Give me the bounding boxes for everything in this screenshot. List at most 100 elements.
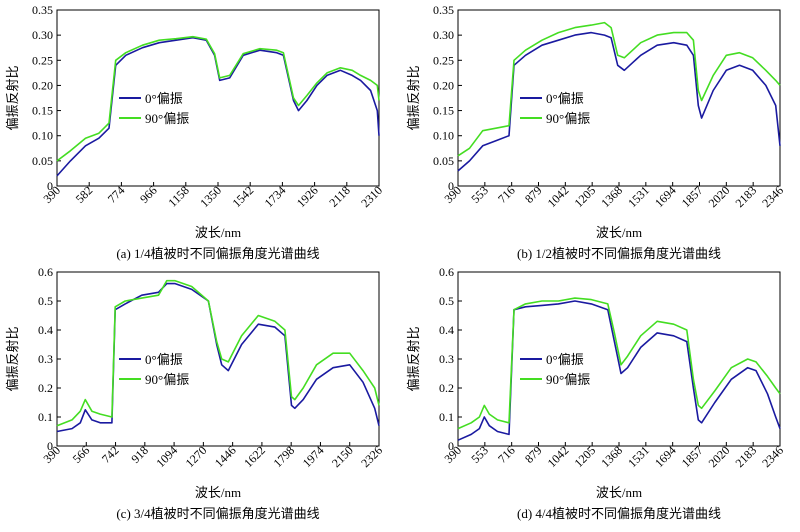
x-tick-label-b: 2183 — [732, 183, 759, 210]
x-tick-label-a: 2310 — [358, 183, 385, 210]
x-tick-label-b: 1694 — [652, 183, 679, 210]
chart-panel-b: 0 0.05 0.10 0.15 0.20 0.25 0.30 0.35 390 553 716 87… — [406, 3, 786, 261]
y-tick-label-d: 0.1 — [439, 410, 454, 424]
x-tick-label-c: 1622 — [241, 443, 268, 470]
series-line-d-0 — [457, 300, 781, 441]
y-tick-label-b: 0.05 — [433, 154, 454, 168]
series-line-b-0 — [457, 31, 781, 172]
x-tick-label-c: 918 — [128, 443, 151, 466]
y-tick-label-b: 0.15 — [433, 104, 454, 118]
series-line-c-1 — [56, 279, 380, 427]
x-tick-label-b: 1857 — [679, 183, 706, 210]
x-tick-label-d: 1531 — [625, 443, 652, 470]
x-tick-label-d: 1205 — [571, 443, 598, 470]
x-tick-label-c: 390 — [40, 443, 63, 466]
x-tick-label-c: 1270 — [183, 443, 210, 470]
x-tick-label-d: 553 — [468, 443, 491, 466]
x-tick-label-d: 390 — [441, 443, 464, 466]
caption-d: (d) 4/4植被时不同偏振角度光谱曲线 — [517, 506, 721, 521]
x-tick-label-a: 1350 — [197, 183, 224, 210]
y-tick-label-b: 0.25 — [433, 53, 454, 67]
x-tick-label-c: 566 — [70, 443, 93, 466]
x-tick-label-d: 1042 — [545, 443, 572, 470]
legend-label-c-0: 0°偏振 — [145, 352, 183, 367]
y-tick-label-b: 0.30 — [433, 28, 454, 42]
legend-label-a-1: 90°偏振 — [145, 111, 189, 126]
x-tick-label-a: 1158 — [165, 183, 192, 210]
x-axis-title-b: 波长/nm — [596, 225, 642, 240]
x-tick-label-c: 1798 — [270, 443, 297, 470]
legend-label-d-1: 90°偏振 — [546, 372, 590, 387]
x-tick-label-a: 1542 — [229, 183, 256, 210]
x-tick-label-a: 1926 — [294, 183, 321, 210]
legend-label-d-0: 0°偏振 — [546, 352, 584, 367]
x-tick-label-d: 2183 — [732, 443, 759, 470]
x-tick-label-a: 1734 — [262, 183, 289, 210]
series-line-d-1 — [457, 297, 781, 430]
x-tick-label-d: 879 — [522, 443, 545, 466]
x-tick-label-b: 553 — [468, 183, 491, 206]
x-tick-label-c: 1094 — [153, 443, 180, 470]
y-tick-label-c: 0.3 — [38, 352, 53, 366]
y-tick-label-b: 0 — [448, 179, 454, 193]
legend-label-a-0: 0°偏振 — [145, 91, 183, 106]
x-tick-label-d: 2020 — [706, 443, 733, 470]
x-axis-title-a: 波长/nm — [195, 225, 241, 240]
y-tick-label-b: 0.10 — [433, 129, 454, 143]
x-tick-label-c: 2326 — [358, 443, 385, 470]
x-tick-label-d: 2346 — [759, 443, 786, 470]
y-tick-label-c: 0 — [47, 439, 53, 453]
x-axis-title-c: 波长/nm — [195, 485, 241, 500]
x-tick-label-b: 879 — [522, 183, 545, 206]
legend-label-c-1: 90°偏振 — [145, 372, 189, 387]
x-tick-label-b: 1042 — [545, 183, 572, 210]
y-tick-label-c: 0.4 — [38, 323, 53, 337]
y-axis-title-c: 偏振反射比 — [5, 326, 20, 391]
y-tick-label-a: 0.05 — [32, 154, 53, 168]
y-tick-label-c: 0.2 — [38, 381, 53, 395]
y-tick-label-d: 0.2 — [439, 381, 454, 395]
caption-c: (c) 3/4植被时不同偏振角度光谱曲线 — [116, 506, 319, 521]
x-tick-label-d: 716 — [495, 443, 518, 466]
y-tick-label-a: 0.30 — [32, 28, 53, 42]
legend-label-b-0: 0°偏振 — [546, 91, 584, 106]
y-tick-label-a: 0 — [47, 179, 53, 193]
chart-panel-a: 0 0.05 0.10 0.15 0.20 0.25 0.30 0.35 390 582 774 96… — [5, 3, 385, 261]
plot-frame-c — [56, 271, 380, 447]
x-tick-label-d: 1694 — [652, 443, 679, 470]
y-tick-label-a: 0.25 — [32, 53, 53, 67]
y-tick-label-d: 0 — [448, 439, 454, 453]
y-axis-title-b: 偏振反射比 — [406, 65, 421, 130]
x-tick-label-a: 774 — [105, 183, 128, 206]
x-tick-label-c: 1974 — [300, 443, 327, 470]
legend-label-b-1: 90°偏振 — [546, 111, 590, 126]
y-tick-label-a: 0.35 — [32, 3, 53, 17]
y-tick-label-b: 0.20 — [433, 78, 454, 92]
caption-b: (b) 1/2植被时不同偏振角度光谱曲线 — [517, 246, 721, 261]
x-tick-label-b: 2020 — [706, 183, 733, 210]
x-tick-label-b: 1531 — [625, 183, 652, 210]
x-tick-label-a: 2118 — [326, 183, 353, 210]
x-tick-label-a: 582 — [73, 183, 96, 206]
y-tick-label-b: 0.35 — [433, 3, 454, 17]
x-tick-label-d: 1857 — [679, 443, 706, 470]
caption-a: (a) 1/4植被时不同偏振角度光谱曲线 — [116, 246, 319, 261]
x-tick-label-c: 2150 — [329, 443, 356, 470]
x-tick-label-c: 1446 — [212, 443, 239, 470]
x-axis-title-d: 波长/nm — [596, 485, 642, 500]
x-tick-label-b: 1205 — [571, 183, 598, 210]
plot-frame-b — [457, 9, 781, 187]
y-tick-label-d: 0.4 — [439, 323, 454, 337]
y-tick-label-a: 0.10 — [32, 129, 53, 143]
plot-frame-a — [56, 9, 380, 187]
y-tick-label-a: 0.15 — [32, 104, 53, 118]
y-axis-title-d: 偏振反射比 — [406, 326, 421, 391]
series-line-b-1 — [457, 21, 781, 157]
y-tick-label-d: 0.5 — [439, 294, 454, 308]
series-line-a-0 — [56, 36, 380, 177]
y-tick-label-c: 0.5 — [38, 294, 53, 308]
x-tick-label-b: 1368 — [598, 183, 625, 210]
